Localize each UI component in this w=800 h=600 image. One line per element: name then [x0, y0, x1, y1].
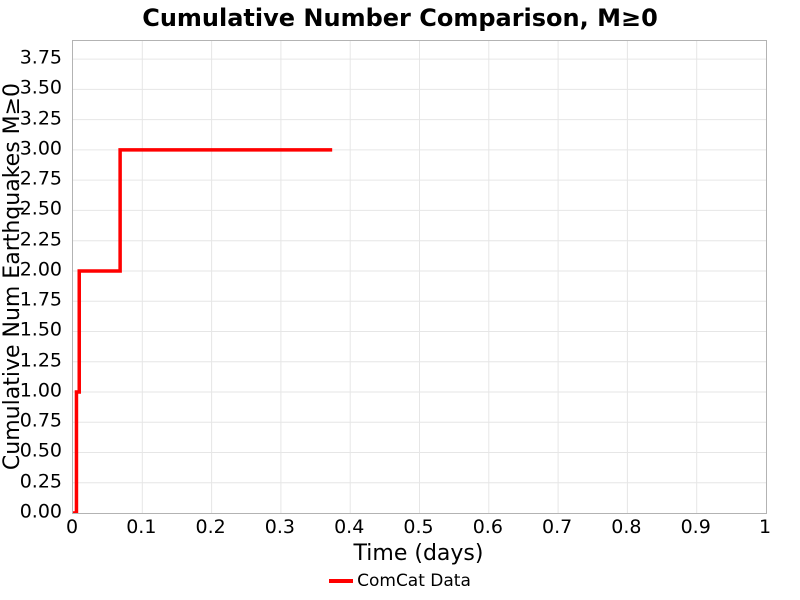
chart-title: Cumulative Number Comparison, M≥0	[142, 4, 658, 32]
x-tick-label: 0.3	[264, 516, 295, 538]
x-tick-label: 0.6	[472, 516, 503, 538]
y-tick-label: 1.75	[19, 288, 62, 311]
x-tick-label: 0.1	[126, 516, 157, 538]
x-axis-label: Time (days)	[353, 541, 484, 566]
y-tick-label: 1.00	[19, 379, 62, 402]
y-tick-label: 0.25	[19, 470, 62, 493]
legend-label: ComCat Data	[357, 571, 471, 591]
series-line-comcat-data	[73, 148, 333, 513]
legend: ComCat Data	[0, 571, 800, 591]
x-tick-label: 0.7	[541, 516, 573, 538]
y-tick-label: 0.75	[19, 409, 62, 432]
plot-canvas	[73, 41, 766, 513]
y-tick-label: 3.25	[19, 107, 62, 130]
x-tick-label: 0.2	[195, 516, 226, 538]
x-tick-label: 0.5	[403, 516, 434, 538]
legend-item: ComCat Data	[329, 571, 471, 591]
x-tick-label: 0	[65, 516, 79, 538]
y-tick-label: 1.25	[19, 349, 62, 372]
x-tick-label: 1	[758, 516, 772, 538]
y-tick-label: 3.00	[19, 137, 62, 160]
y-tick-label: 3.75	[19, 46, 62, 69]
y-tick-label: 3.50	[19, 76, 62, 99]
y-tick-label: 2.25	[19, 228, 62, 251]
y-tick-label: 2.75	[19, 167, 62, 190]
y-tick-label: 0.50	[19, 440, 62, 463]
y-tick-label: 2.50	[19, 197, 62, 220]
plot-area	[72, 40, 767, 514]
x-tick-label: 0.8	[611, 516, 642, 538]
legend-line-swatch	[329, 579, 354, 583]
y-tick-label: 2.00	[19, 258, 62, 281]
y-tick-label: 0.00	[19, 500, 62, 523]
x-tick-label: 0.9	[680, 516, 711, 538]
x-tick-label: 0.4	[334, 516, 365, 538]
y-tick-label: 1.50	[19, 319, 62, 342]
